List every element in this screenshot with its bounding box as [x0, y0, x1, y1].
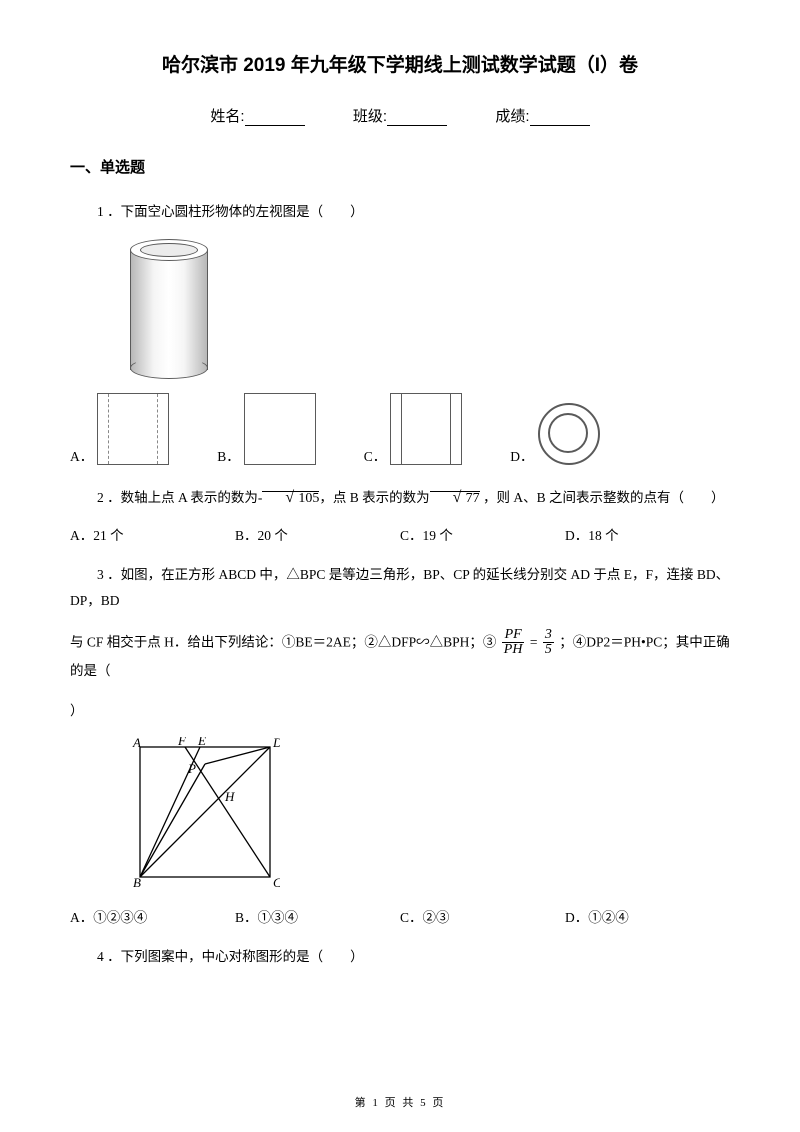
q1-choice-c: C．: [364, 393, 463, 465]
q2-opt-d: D．18 个: [565, 524, 730, 544]
q2-opt-a: A．21 个: [70, 524, 235, 544]
q2-options: A．21 个 B．20 个 C．19 个 D．18 个: [70, 524, 730, 544]
q3-opt-a: A．①②③④: [70, 906, 235, 926]
page-footer: 第 1 页 共 5 页: [0, 1094, 800, 1110]
form-row: 姓名: 班级: 成绩:: [70, 105, 730, 126]
frac2-num: 3: [543, 628, 554, 644]
sqrt-105: 105: [262, 491, 319, 506]
q3-line3: ）: [70, 698, 730, 724]
lbl-f: F: [177, 737, 187, 748]
square-diagram-icon: A D B C F E P H: [130, 737, 280, 887]
class-label: 班级:: [353, 105, 387, 126]
q3-opt-d: D．①②④: [565, 906, 730, 926]
eq-sign: =: [530, 634, 541, 649]
lbl-e: E: [197, 737, 206, 748]
page-title: 哈尔滨市 2019 年九年级下学期线上测试数学试题（I）卷: [70, 50, 730, 77]
score-label: 成绩:: [495, 105, 529, 126]
q3-figure: A D B C F E P H: [130, 737, 730, 892]
lbl-a: A: [132, 737, 141, 750]
lbl-d: D: [272, 737, 280, 750]
cylinder-icon: [130, 239, 208, 379]
opt-b-label: B．: [217, 445, 240, 465]
name-blank: [245, 112, 305, 126]
ring-icon: [538, 403, 600, 465]
frac-den: PH: [502, 643, 525, 658]
score-blank: [530, 112, 590, 126]
q3-line2: 与 CF 相交于点 H．给出下列结论：①BE＝2AE；②△DFP∽△BPH；③ …: [70, 628, 730, 684]
lbl-h: H: [224, 789, 235, 804]
q2-before: 2 ．数轴上点 A 表示的数为-: [97, 490, 262, 505]
frac2-den: 5: [543, 643, 554, 658]
q3-line2a: 与 CF 相交于点 H．给出下列结论：①BE＝2AE；②△DFP∽△BPH；③: [70, 634, 500, 649]
q1-choice-d: D．: [510, 403, 599, 465]
lbl-b: B: [133, 875, 141, 887]
frac-num: PF: [502, 628, 525, 644]
q2-text: 2 ．数轴上点 A 表示的数为-105，点 B 表示的数为77 ，则 A、B 之…: [70, 485, 730, 511]
rect-plain-icon: [244, 393, 316, 465]
opt-c-label: C．: [364, 445, 387, 465]
rect-dashed-icon: [97, 393, 169, 465]
q3-opt-c: C．②③: [400, 906, 565, 926]
q4-text: 4 ．下列图案中，中心对称图形的是（ ）: [70, 944, 730, 970]
section-heading: 一、单选题: [70, 156, 730, 177]
frac-3-5: 35: [543, 628, 554, 658]
q1-text: 1 ．下面空心圆柱形物体的左视图是（ ）: [70, 199, 730, 225]
q1-cylinder-figure: [70, 239, 730, 379]
rect-solid-icon: [390, 393, 462, 465]
opt-d-label: D．: [510, 445, 533, 465]
lbl-p: P: [187, 761, 196, 776]
sqrt-77: 77: [430, 491, 480, 506]
q2-opt-b: B．20 个: [235, 524, 400, 544]
q3-options: A．①②③④ B．①③④ C．②③ D．①②④: [70, 906, 730, 926]
q3-line1: 3 ．如图，在正方形 ABCD 中，△BPC 是等边三角形，BP、CP 的延长线…: [70, 562, 730, 613]
q2-opt-c: C．19 个: [400, 524, 565, 544]
frac-pf-ph: PFPH: [502, 628, 525, 658]
q2-after: ，则 A、B 之间表示整数的点有（ ）: [480, 490, 725, 505]
class-blank: [387, 112, 447, 126]
q1-choices: A． B． C． D．: [70, 393, 730, 465]
q1-choice-b: B．: [217, 393, 316, 465]
q1-choice-a: A．: [70, 393, 169, 465]
opt-a-label: A．: [70, 445, 93, 465]
q3-opt-b: B．①③④: [235, 906, 400, 926]
name-label: 姓名:: [210, 105, 244, 126]
q2-mid: ，点 B 表示的数为: [319, 490, 429, 505]
lbl-c: C: [273, 875, 280, 887]
